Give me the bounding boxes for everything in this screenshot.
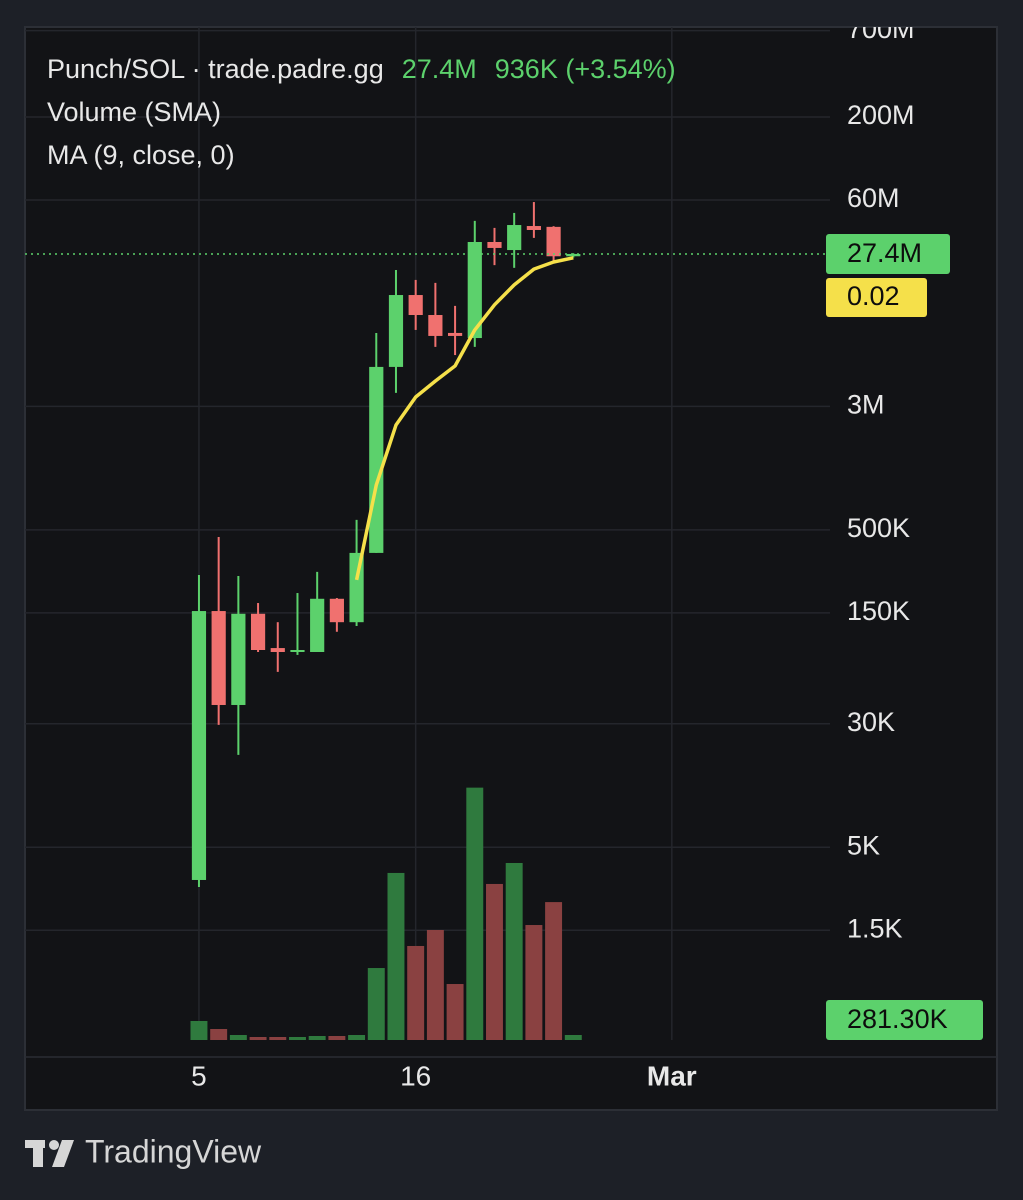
volume-label-box: [826, 1000, 983, 1040]
candle-body: [290, 650, 305, 653]
volume-bar: [486, 883, 503, 1040]
volume-bar: [249, 1036, 267, 1040]
volume-bar: [525, 925, 543, 1040]
volume-bar: [328, 1036, 346, 1040]
volume-bar: [407, 945, 425, 1040]
price-label: 27.4M: [402, 54, 477, 84]
volume-bar: [190, 1020, 208, 1040]
candle-body: [231, 613, 246, 705]
chart-title: Punch/SOL · trade.padre.gg: [47, 54, 384, 84]
plot: 700M 200M 60M 3M 500K 150K 30K 5K 1.5K 27.4M 0.02 2…: [25, 14, 997, 1058]
ma-label: 0.02: [847, 281, 900, 311]
candle-body: [310, 598, 325, 652]
brand-logo: [25, 1140, 74, 1167]
volume-bar: [505, 862, 523, 1040]
candle-body: [507, 225, 522, 251]
x-tick-label: Mar: [647, 1060, 697, 1091]
volume-bar: [545, 902, 563, 1040]
legend-entry: MA (9, close, 0): [47, 140, 235, 170]
y-tick-label: 3M: [847, 390, 885, 420]
volume-bar: [229, 1035, 247, 1040]
volume-bar: [387, 872, 405, 1040]
price-label-box: [826, 233, 950, 274]
y-tick-label: 150K: [847, 596, 910, 626]
y-tick-label: 30K: [847, 707, 895, 737]
candle-body: [428, 315, 443, 336]
candle-body: [408, 295, 423, 316]
candle-body: [329, 598, 344, 623]
candle-body: [546, 226, 561, 257]
volume-bar: [348, 1035, 366, 1040]
volume-label: 281.30K: [847, 1004, 948, 1034]
volume-bar: [210, 1028, 228, 1040]
y-tick-label: 500K: [847, 513, 910, 543]
volume-bar: [446, 984, 464, 1040]
legend-entry: Volume (SMA): [47, 97, 221, 127]
volume-bar: [288, 1036, 306, 1040]
volume-bar: [426, 929, 444, 1040]
candle-body: [487, 241, 502, 248]
candle-body: [467, 241, 482, 339]
candle-body: [369, 366, 384, 553]
x-tick-label: 16: [400, 1060, 431, 1091]
volume-bar: [466, 787, 484, 1040]
y-tick-label: 1.5K: [847, 913, 903, 943]
candle-body: [211, 611, 226, 705]
volume-bar: [367, 968, 385, 1040]
volume-bar: [269, 1036, 287, 1040]
candle-body: [270, 648, 285, 652]
y-tick-label: 700M: [847, 14, 915, 44]
candle-body: [191, 611, 207, 880]
ma-line: [354, 256, 574, 581]
change-label: 936K (+3.54%): [495, 54, 676, 84]
candle-body: [566, 253, 581, 257]
candle-body: [526, 226, 541, 230]
candle-body: [447, 332, 463, 336]
brand-name: TradingView: [85, 1133, 262, 1169]
volume-bar: [564, 1035, 582, 1040]
y-tick-label: 5K: [847, 830, 880, 860]
volume-bar: [308, 1036, 326, 1040]
ma-label-box: [826, 277, 927, 317]
y-tick-label: 60M: [847, 183, 900, 213]
y-tick-label: 200M: [847, 100, 915, 130]
legend: Punch/SOL · trade.padre.gg 27.4M 936K (+…: [47, 54, 676, 170]
x-tick-label: 5: [191, 1060, 207, 1091]
candle-body: [250, 613, 266, 651]
price-label: 27.4M: [847, 238, 922, 268]
candle-body: [388, 295, 404, 367]
